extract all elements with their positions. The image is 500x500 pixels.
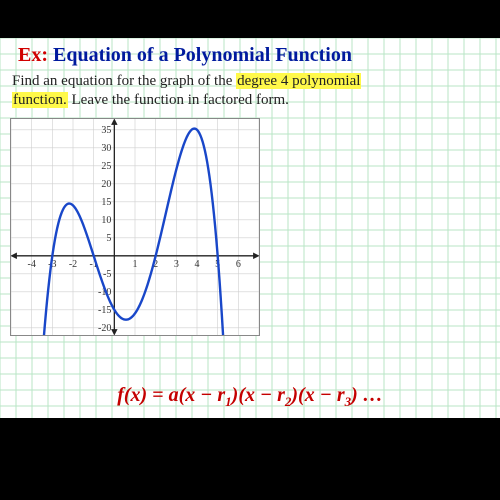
page-title: Equation of a Polynomial Function [53, 44, 352, 66]
example-label: Ex: [18, 44, 48, 66]
instr-post: Leave the function in factored form. [68, 92, 289, 108]
svg-text:20: 20 [101, 179, 111, 190]
svg-text:15: 15 [101, 197, 111, 208]
svg-text:6: 6 [236, 259, 241, 270]
svg-text:10: 10 [101, 215, 111, 226]
svg-text:-15: -15 [98, 305, 111, 316]
polynomial-chart: -4-3-2-1123456-20-15-10-55101520253035 [10, 118, 260, 336]
svg-text:30: 30 [101, 143, 111, 154]
heading: Ex: Equation of a Polynomial Function [18, 44, 500, 67]
highlight-function: function. [12, 92, 68, 108]
svg-text:5: 5 [106, 233, 111, 244]
instructions-text: Find an equation for the graph of the de… [12, 72, 494, 110]
instr-pre: Find an equation for the graph of the [12, 73, 236, 89]
svg-text:1: 1 [133, 259, 138, 270]
svg-text:3: 3 [174, 259, 179, 270]
svg-text:25: 25 [101, 161, 111, 172]
svg-text:-5: -5 [103, 269, 111, 280]
content-layer: Ex: Equation of a Polynomial Function Fi… [0, 38, 500, 418]
svg-text:35: 35 [101, 125, 111, 136]
svg-text:-4: -4 [27, 259, 35, 270]
svg-text:-20: -20 [98, 323, 111, 334]
svg-text:4: 4 [195, 259, 200, 270]
svg-text:-2: -2 [69, 259, 77, 270]
chart-svg: -4-3-2-1123456-20-15-10-55101520253035 [11, 119, 259, 335]
highlight-degree4: degree 4 polynomial [236, 73, 361, 89]
page: Ex: Equation of a Polynomial Function Fi… [0, 38, 500, 418]
formula: f(x) = a(x − r1)(x − r2)(x − r3) … [0, 384, 500, 410]
